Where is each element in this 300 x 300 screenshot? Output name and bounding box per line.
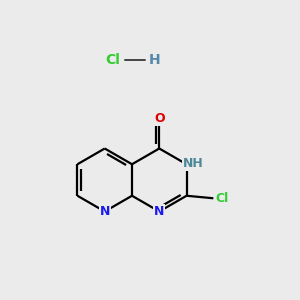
Text: Cl: Cl xyxy=(215,192,228,205)
Text: N: N xyxy=(154,205,164,218)
Text: H: H xyxy=(149,53,160,67)
Text: NH: NH xyxy=(183,157,203,170)
Text: N: N xyxy=(100,205,110,218)
Text: O: O xyxy=(154,112,165,124)
Text: Cl: Cl xyxy=(105,53,120,67)
